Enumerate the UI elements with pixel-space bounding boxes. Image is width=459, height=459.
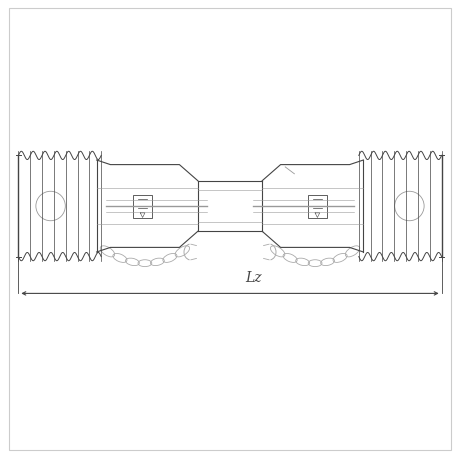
Text: Lz: Lz bbox=[244, 271, 261, 285]
Bar bbox=[308, 195, 326, 218]
Bar bbox=[133, 195, 151, 218]
